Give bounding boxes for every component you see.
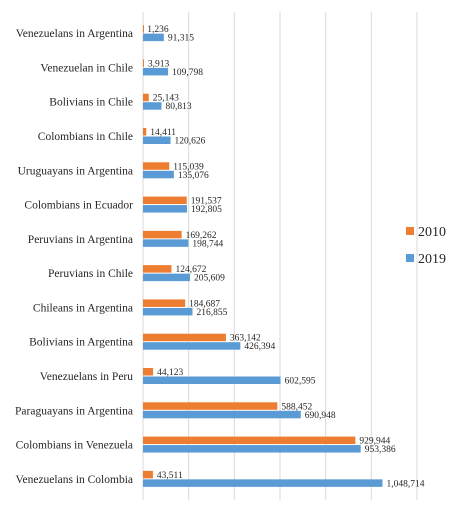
data-label-2019: 192,805 — [191, 205, 222, 215]
data-label-2010: 14,411 — [150, 128, 176, 138]
data-label-2019: 205,609 — [194, 274, 225, 284]
legend-label-2010: 2010 — [418, 225, 446, 240]
gridlines — [142, 12, 418, 500]
category-label: Colombians in Venezuela — [16, 440, 133, 452]
bar-2019 — [143, 342, 241, 350]
legend-label-2019: 2019 — [418, 252, 446, 267]
bar-2019 — [143, 445, 361, 453]
bar-2010 — [143, 470, 153, 479]
data-label-2010: 43,511 — [157, 471, 183, 481]
data-label-2010: 124,672 — [175, 265, 206, 275]
bar-2019 — [143, 376, 281, 384]
bar-2019 — [143, 33, 164, 42]
legend-swatch-2019 — [406, 254, 414, 262]
bar-2019 — [143, 239, 189, 247]
legend-swatch-2010 — [406, 227, 414, 235]
bar-2010 — [143, 230, 182, 239]
data-label-2010: 184,687 — [189, 299, 220, 309]
bar-2019 — [143, 170, 174, 179]
data-label-2010: 929,944 — [359, 437, 390, 447]
data-label-2019: 120,626 — [175, 137, 206, 147]
category-label: Venezuelans in Colombia — [15, 474, 133, 486]
bar-2019 — [143, 410, 301, 419]
data-label-2019: 135,076 — [178, 171, 209, 181]
bar-2019 — [143, 67, 169, 76]
category-label: Venezuelan in Chile — [40, 62, 133, 74]
data-label-2010: 363,142 — [230, 334, 261, 344]
data-label-2010: 25,143 — [153, 94, 179, 104]
data-label-2019: 426,394 — [244, 342, 275, 352]
category-labels: Venezuelans in Argentina Venezuelan in Ch… — [15, 28, 133, 486]
category-label: Peruvians in Chile — [48, 268, 133, 280]
data-label-2010: 44,123 — [157, 368, 183, 378]
category-label: Colombians in Ecuador — [24, 200, 133, 212]
bar-2019 — [143, 136, 171, 144]
bar-2019 — [143, 102, 162, 110]
bar-2010 — [143, 162, 170, 170]
bar-2010 — [143, 402, 278, 410]
bar-2010 — [143, 333, 226, 342]
bar-2019 — [143, 273, 190, 282]
data-label-2019: 91,315 — [168, 34, 194, 44]
data-label-2010: 115,039 — [173, 162, 204, 172]
bar-2010 — [143, 436, 356, 445]
data-label-2010: 3,913 — [148, 59, 170, 69]
category-label: Peruvians in Argentina — [28, 234, 133, 246]
data-label-2010: 169,262 — [186, 231, 217, 241]
bar-2010 — [143, 368, 154, 376]
category-label: Venezuelans in Peru — [40, 371, 133, 383]
data-label-2019: 198,744 — [192, 239, 223, 249]
bar-2010 — [143, 128, 147, 136]
data-label-2019: 690,948 — [305, 411, 336, 421]
bar-2010 — [143, 265, 172, 273]
data-label-2019: 1,048,714 — [386, 479, 424, 489]
legend: 2010 2019 — [406, 225, 446, 267]
bar-2010 — [143, 93, 149, 102]
category-label: Venezuelans in Argentina — [16, 28, 133, 40]
data-label-2019: 953,386 — [365, 445, 396, 455]
data-label-2019: 216,855 — [197, 308, 228, 318]
bar-2010 — [143, 196, 187, 205]
bar-2010 — [143, 59, 144, 67]
data-label-2019: 109,798 — [172, 68, 203, 78]
category-label: Bolivians in Chile — [49, 97, 133, 109]
category-label: Uruguayans in Argentina — [18, 165, 133, 177]
data-label-2010: 1,236 — [147, 25, 169, 35]
data-label-2019: 602,595 — [285, 377, 316, 387]
category-label: Paraguayans in Argentina — [15, 405, 133, 417]
bar-2010 — [143, 299, 186, 307]
data-label-2010: 588,452 — [281, 402, 312, 412]
data-label-2010: 191,537 — [191, 197, 222, 207]
bar-2019 — [143, 307, 193, 316]
bar-2010 — [143, 25, 144, 33]
category-label: Bolivians in Argentina — [29, 337, 133, 349]
category-label: Chileans in Argentina — [33, 302, 133, 314]
data-label-2019: 80,813 — [165, 102, 191, 112]
bar-2019 — [143, 205, 188, 213]
bar-2019 — [143, 479, 383, 487]
category-label: Colombians in Chile — [38, 131, 133, 143]
